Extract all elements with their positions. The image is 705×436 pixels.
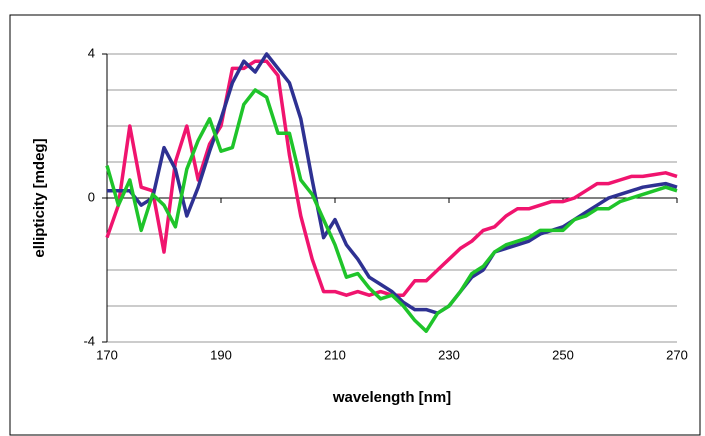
x-tick-label: 210: [324, 347, 346, 362]
chart-frame: [9, 14, 701, 436]
series-line: [107, 52, 678, 315]
x-tick-label: 230: [438, 347, 460, 362]
y-tick-label: 0: [88, 189, 95, 204]
x-tick-label: 190: [210, 347, 232, 362]
x-tick-label: 250: [552, 347, 574, 362]
y-tick-label: -4: [83, 333, 95, 348]
y-tick-label: 4: [88, 45, 95, 60]
x-tick-label: 170: [96, 347, 118, 362]
y-axis-label: ellipticity [mdeg]: [31, 138, 48, 257]
series-line: [105, 88, 678, 333]
x-axis-label: wavelength [nm]: [332, 389, 451, 406]
x-tick-label: 270: [666, 347, 688, 362]
